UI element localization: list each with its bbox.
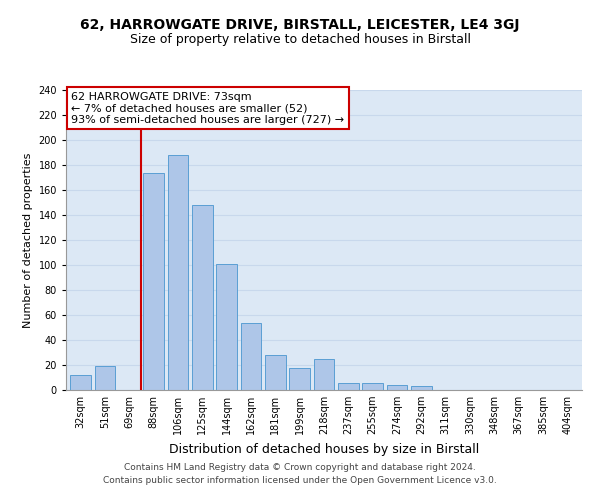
Bar [143,172,164,390]
Bar [70,375,91,390]
Bar [95,366,115,390]
Bar [314,359,334,390]
Y-axis label: Number of detached properties: Number of detached properties [23,152,33,328]
Bar [362,382,383,390]
Text: Size of property relative to detached houses in Birstall: Size of property relative to detached ho… [130,32,470,46]
Bar [265,355,286,390]
Bar [411,386,432,390]
Bar [338,382,359,390]
Text: 62, HARROWGATE DRIVE, BIRSTALL, LEICESTER, LE4 3GJ: 62, HARROWGATE DRIVE, BIRSTALL, LEICESTE… [80,18,520,32]
Bar [192,205,212,390]
Text: 62 HARROWGATE DRIVE: 73sqm
← 7% of detached houses are smaller (52)
93% of semi-: 62 HARROWGATE DRIVE: 73sqm ← 7% of detac… [71,92,344,124]
Bar [241,322,262,390]
Bar [386,385,407,390]
Bar [289,368,310,390]
Bar [216,264,237,390]
Text: Contains HM Land Registry data © Crown copyright and database right 2024.: Contains HM Land Registry data © Crown c… [124,464,476,472]
Text: Contains public sector information licensed under the Open Government Licence v3: Contains public sector information licen… [103,476,497,485]
Bar [167,155,188,390]
X-axis label: Distribution of detached houses by size in Birstall: Distribution of detached houses by size … [169,442,479,456]
